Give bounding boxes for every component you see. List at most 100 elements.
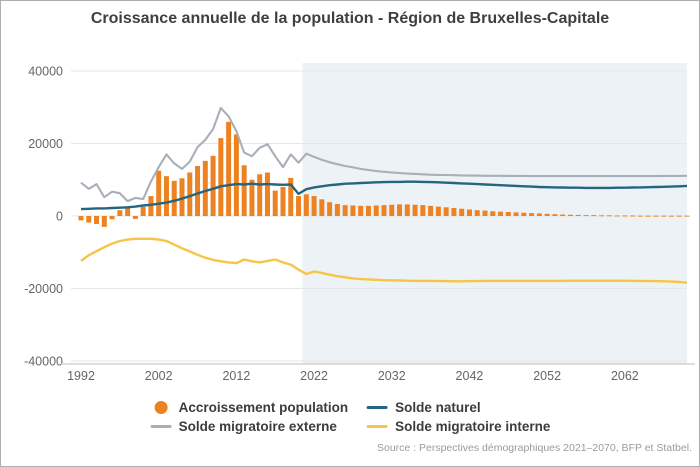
marker-box (366, 424, 388, 429)
y-tick-label: -40000 (24, 355, 63, 369)
legend-label: Accroissement population (178, 400, 349, 415)
bar (498, 211, 504, 216)
accroissement-population-marker-icon (154, 401, 168, 414)
bar (319, 199, 325, 216)
bar (529, 213, 535, 216)
bar (94, 216, 100, 224)
bar (630, 215, 636, 217)
line-solde-naturel (80, 180, 688, 211)
bar (296, 196, 302, 216)
chart-title: Croissance annuelle de la population - R… (90, 10, 610, 27)
bar (365, 205, 371, 216)
x-axis-labels: 1992 2002 2012 2022 2032 2042 2052 2062 (67, 369, 639, 383)
legend-item-solde-naturel[interactable]: Solde naturel (366, 400, 550, 415)
x-tick-label: 1992 (67, 369, 95, 383)
bar (342, 205, 348, 216)
bar (179, 178, 185, 216)
bar (676, 215, 682, 217)
bar (257, 174, 263, 216)
y-tick-label: -20000 (24, 282, 63, 296)
bar (591, 215, 597, 217)
bar (389, 204, 395, 216)
bar (303, 194, 309, 216)
bar (505, 212, 511, 216)
x-tick-label: 2052 (533, 369, 561, 383)
y-tick-label: 20000 (28, 137, 63, 151)
bar (435, 206, 441, 216)
bar (241, 165, 247, 216)
bar (288, 177, 294, 216)
bar (513, 212, 519, 216)
bar (614, 215, 620, 217)
bar (218, 138, 224, 216)
x-tick-label: 2012 (222, 369, 250, 383)
bar (404, 204, 410, 216)
bar (428, 205, 434, 216)
bars-accroissement-population (78, 121, 690, 227)
bar (536, 213, 542, 216)
solde-migratoire-interne-marker-icon (366, 424, 388, 429)
bar (117, 210, 123, 216)
bar (280, 187, 286, 216)
y-axis-labels: 40000 20000 0 -20000 -40000 (24, 65, 63, 369)
legend-label: Solde migratoire interne (395, 419, 551, 434)
x-tick-label: 2002 (145, 369, 173, 383)
bar (466, 209, 472, 216)
legend-label: Solde naturel (395, 400, 481, 415)
bar (132, 216, 138, 219)
bar (459, 208, 465, 216)
bar (544, 213, 550, 216)
bar (101, 216, 107, 227)
bar (412, 204, 418, 216)
bar (684, 215, 690, 217)
bar (474, 210, 480, 216)
bar (202, 160, 208, 216)
bar (334, 204, 340, 216)
bar (156, 170, 162, 216)
bar (420, 205, 426, 216)
bar (249, 179, 255, 216)
marker-box (150, 424, 172, 429)
bar (195, 165, 201, 216)
bar (668, 215, 674, 217)
bar (78, 216, 84, 221)
solde-naturel-marker-icon (366, 405, 388, 410)
bar (381, 205, 387, 216)
x-tick-label: 2022 (300, 369, 328, 383)
bar (86, 216, 92, 223)
bar (583, 215, 589, 217)
bar (599, 215, 605, 217)
legend-item-accroissement-population[interactable]: Accroissement population (150, 400, 349, 415)
line-solde-migratoire-interne (80, 237, 688, 284)
bar (661, 215, 667, 217)
bar (606, 215, 612, 217)
x-tick-label: 2042 (456, 369, 484, 383)
bar (350, 205, 356, 216)
bar (226, 121, 232, 216)
bar (645, 215, 651, 217)
chart-canvas: 40000 20000 0 -20000 -40000 1992 2002 2012 2022 2… (24, 63, 695, 383)
source-caption: Source : Perspectives démographiques 202… (376, 442, 692, 454)
bar (210, 155, 216, 216)
bar (637, 215, 643, 217)
bar (575, 214, 581, 216)
solde-migratoire-externe-marker-icon (150, 424, 172, 429)
legend-item-solde-migratoire-interne[interactable]: Solde migratoire interne (366, 419, 550, 434)
x-tick-label: 2032 (378, 369, 406, 383)
bar (171, 180, 177, 216)
bar (272, 190, 278, 216)
legend-item-solde-migratoire-externe[interactable]: Solde migratoire externe (150, 419, 349, 434)
bar (264, 172, 270, 216)
bar (397, 204, 403, 216)
bar (358, 205, 364, 216)
bar (140, 206, 146, 216)
legend-label: Solde migratoire externe (178, 419, 337, 434)
line-solde-migratoire-externe (80, 106, 688, 203)
bar (482, 210, 488, 216)
bar (552, 214, 558, 216)
bar (233, 134, 239, 216)
marker-box (150, 401, 172, 414)
bar (567, 214, 573, 216)
bar (148, 196, 154, 216)
